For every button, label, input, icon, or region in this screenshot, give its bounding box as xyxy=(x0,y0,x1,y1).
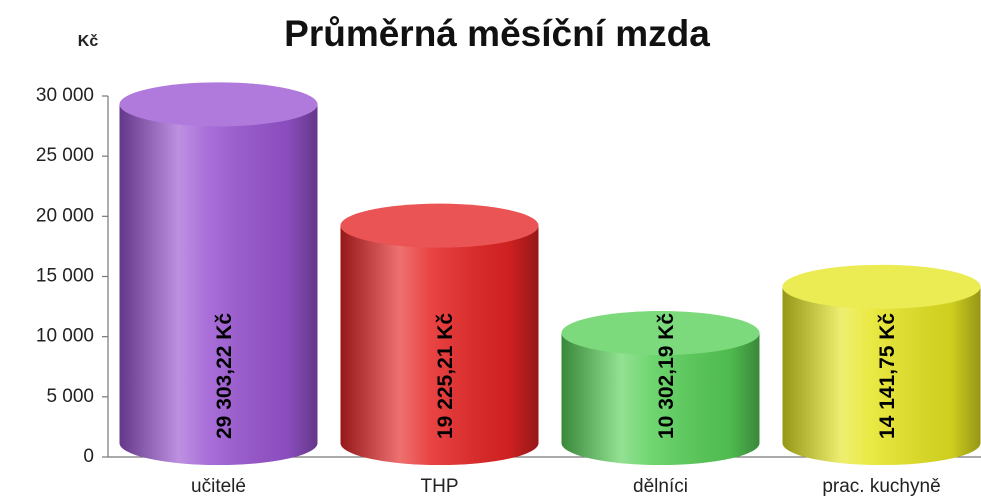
x-tick-label: dělníci xyxy=(633,476,688,497)
cylinder-shade xyxy=(119,104,318,443)
cylinder-top xyxy=(119,82,318,127)
x-tick-label: prac. kuchyně xyxy=(822,476,940,497)
cylinder-top xyxy=(561,311,760,356)
y-tick-label: 0 xyxy=(83,446,94,467)
y-tick-label: 15 000 xyxy=(36,266,94,287)
value-label: 19 225,21 Kč xyxy=(434,313,457,439)
cylinder-top xyxy=(340,203,539,248)
cylinder-top xyxy=(782,264,981,309)
cylinder-top-shine xyxy=(561,311,760,356)
y-tick-label: 30 000 xyxy=(36,85,94,106)
value-label: 10 302,19 Kč xyxy=(655,313,678,439)
cylinder-shade xyxy=(782,286,981,443)
chart-title: Průměrná měsíční mzda xyxy=(284,13,710,54)
cylinder xyxy=(119,82,318,465)
y-tick-label: 5 000 xyxy=(46,386,94,407)
cylinder-shade xyxy=(340,225,539,443)
value-label: 14 141,75 Kč xyxy=(876,313,899,439)
cylinder xyxy=(561,311,760,465)
y-axis-label: Kč xyxy=(78,33,99,50)
y-tick-label: 20 000 xyxy=(36,205,94,226)
value-label: 29 303,22 Kč xyxy=(213,313,236,439)
x-tick-label: THP xyxy=(421,476,459,497)
cylinder xyxy=(340,203,539,465)
cylinder-top-shine xyxy=(782,264,981,309)
cylinder-top-shine xyxy=(340,203,539,248)
y-tick-label: 25 000 xyxy=(36,145,94,166)
x-tick-label: učitelé xyxy=(191,476,246,497)
y-tick-label: 10 000 xyxy=(36,326,94,347)
cylinder xyxy=(782,264,981,465)
cylinder-top-shine xyxy=(119,82,318,127)
